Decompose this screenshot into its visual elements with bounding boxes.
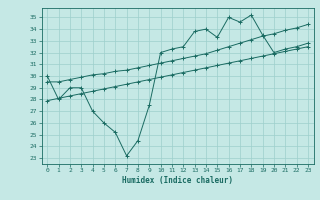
X-axis label: Humidex (Indice chaleur): Humidex (Indice chaleur) bbox=[122, 176, 233, 185]
